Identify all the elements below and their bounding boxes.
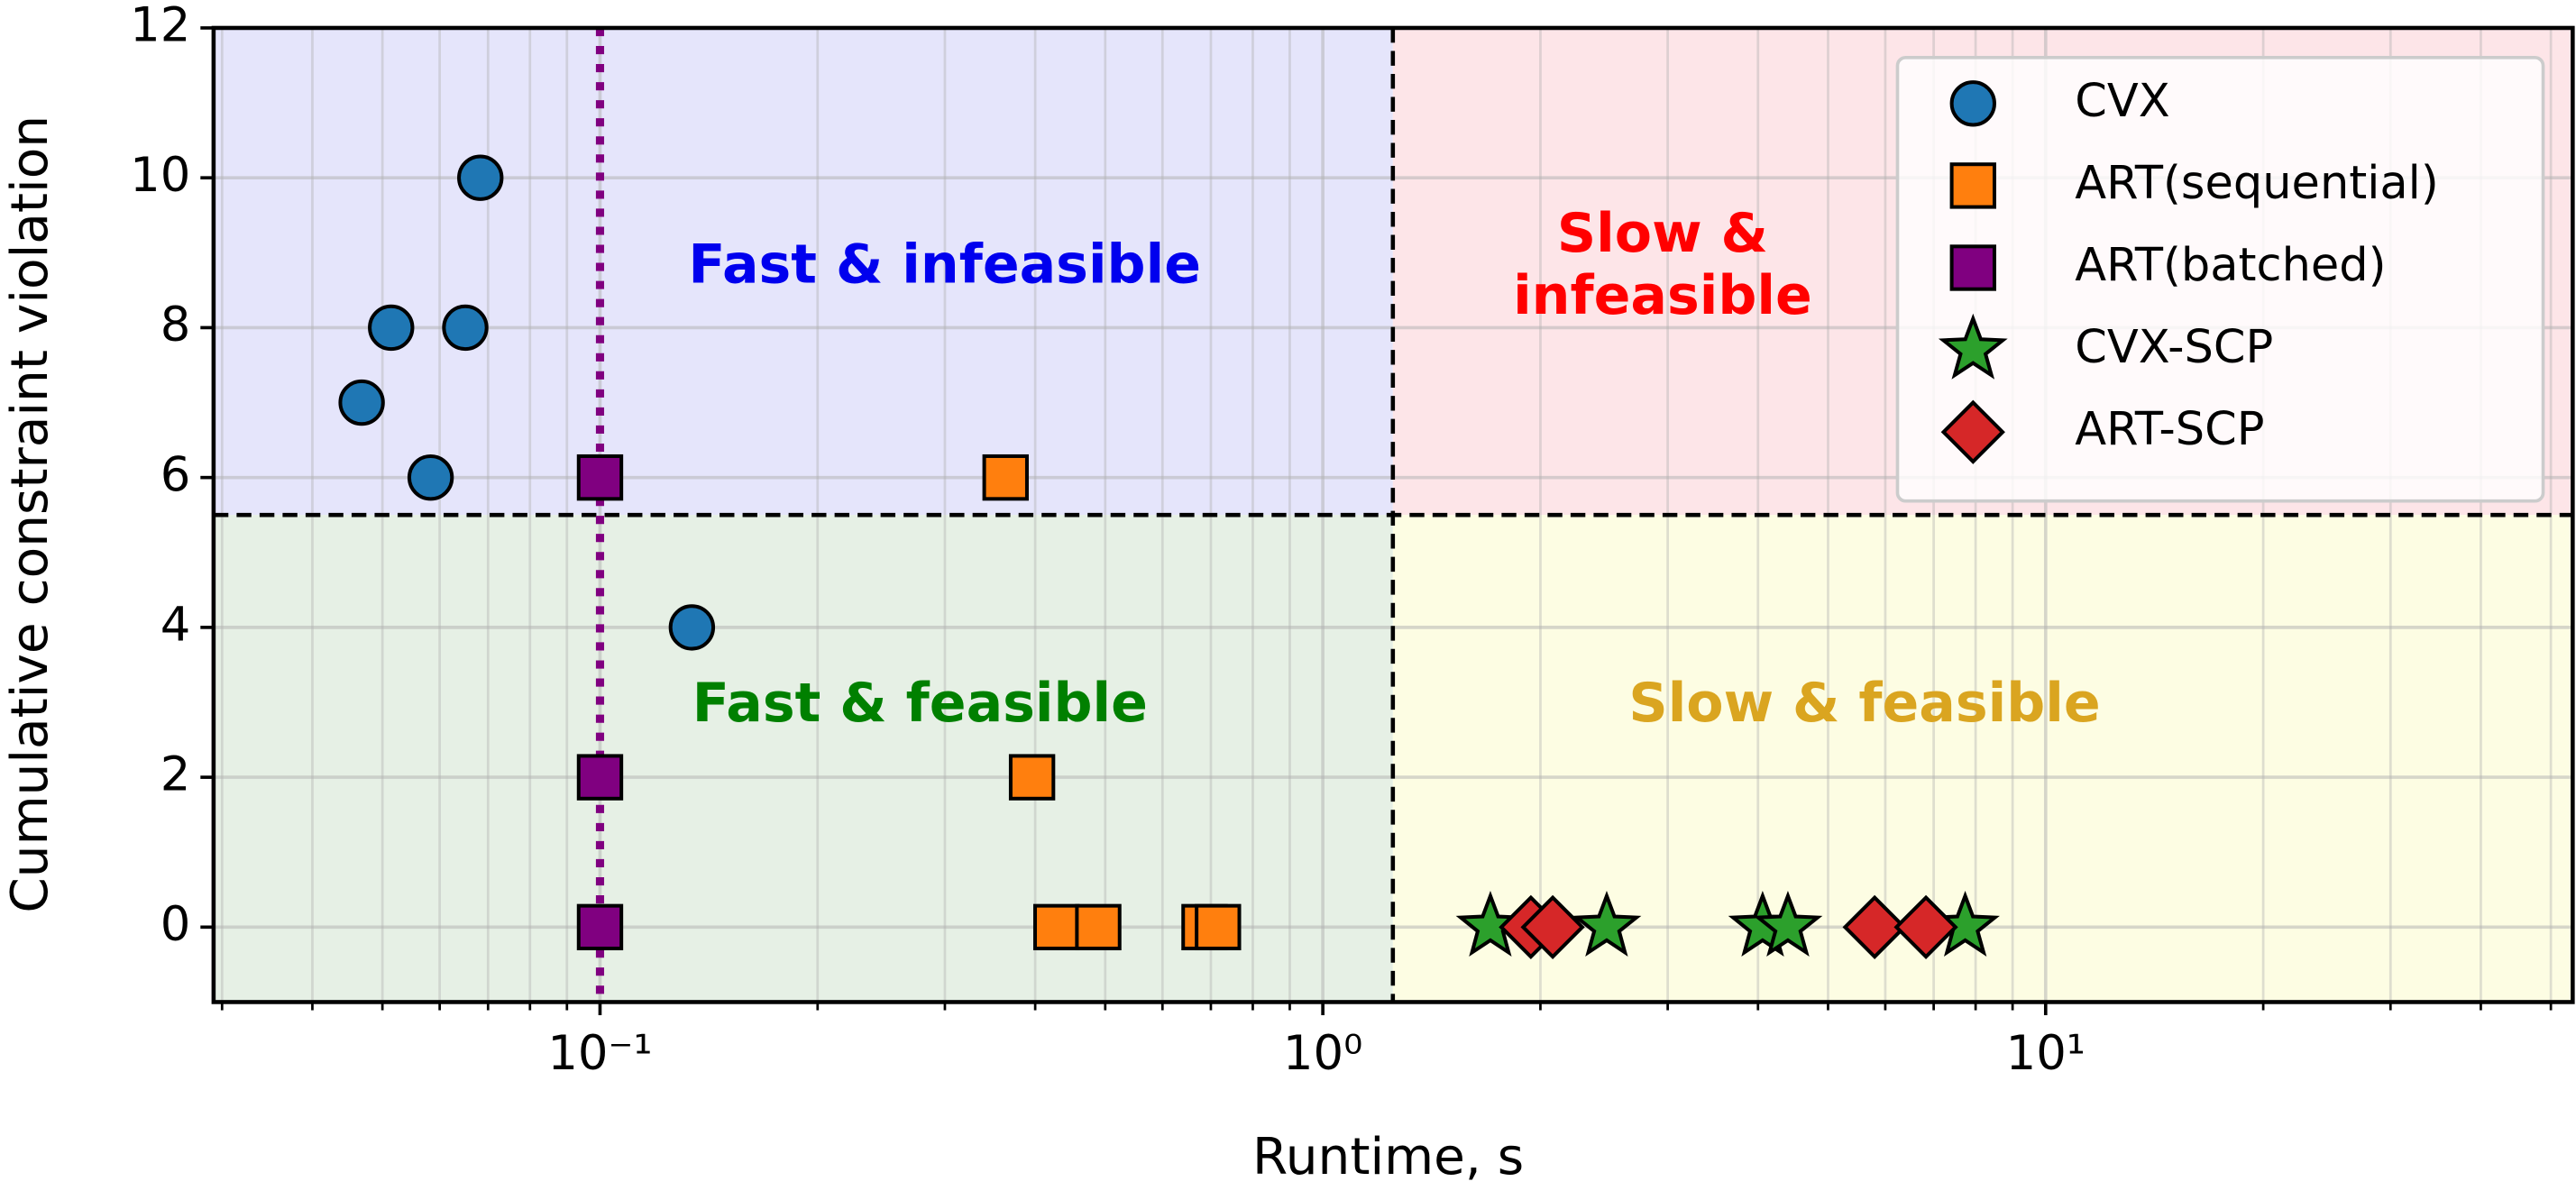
legend-marker: [1949, 80, 1996, 127]
legend-label: ART(batched): [2075, 239, 2386, 292]
point: [338, 379, 385, 426]
point: [457, 154, 504, 201]
region-label: infeasible: [1513, 264, 1812, 327]
region-label: Slow &: [1557, 202, 1768, 265]
x-tick-label: 10¹: [2006, 1026, 2086, 1081]
region-label: Slow & feasible: [1628, 672, 2100, 735]
region-label: Fast & infeasible: [688, 234, 1201, 297]
x-axis-label: Runtime, s: [1252, 1128, 1524, 1186]
point: [1032, 903, 1080, 951]
point: [1572, 891, 1642, 957]
point: [1893, 894, 1958, 959]
point: [407, 453, 454, 501]
point: [576, 754, 624, 801]
legend-label: CVX: [2075, 75, 2169, 128]
point: [1195, 903, 1242, 951]
y-tick-label: 10: [130, 148, 190, 203]
y-tick-label: 4: [160, 598, 191, 653]
legend-label: ART(sequential): [2075, 157, 2439, 210]
y-tick-label: 8: [160, 298, 191, 353]
point: [1520, 894, 1585, 959]
point: [1753, 891, 1823, 957]
y-tick-label: 12: [130, 0, 190, 53]
legend-box: [1895, 55, 2545, 503]
legend-label: ART-SCP: [2075, 403, 2264, 456]
region-label: Fast & feasible: [692, 672, 1148, 735]
region: [213, 27, 1393, 516]
point: [576, 903, 624, 951]
x-tick-label: 10⁻¹: [547, 1026, 652, 1081]
legend-marker: [1949, 162, 1996, 209]
legend-label: CVX-SCP: [2075, 321, 2273, 374]
point: [668, 604, 716, 651]
y-tick-label: 0: [160, 897, 191, 952]
y-tick-label: 6: [160, 447, 191, 502]
x-tick-label: 10⁰: [1283, 1026, 1362, 1081]
point: [1075, 903, 1122, 951]
point: [576, 453, 624, 501]
plot-frame: [211, 25, 2575, 1004]
point: [1008, 754, 1056, 801]
point: [982, 453, 1029, 501]
legend-marker: [1940, 399, 2005, 464]
y-axis-label: Cumulative constraint violation: [1, 115, 60, 913]
legend-marker: [1949, 244, 1996, 291]
point: [1842, 894, 1907, 959]
y-tick-label: 2: [160, 747, 191, 802]
point: [368, 304, 415, 352]
point: [442, 304, 489, 352]
legend-marker: [1938, 313, 2008, 380]
